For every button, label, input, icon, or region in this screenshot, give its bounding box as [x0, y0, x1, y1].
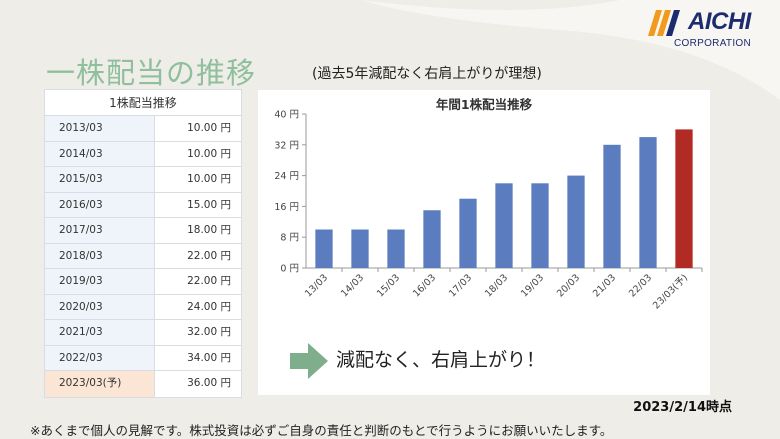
y-tick-label: 40 円 — [274, 110, 299, 121]
table-row: 2021/03 32.00 円 — [45, 320, 241, 346]
table-row: 2016/03 15.00 円 — [45, 192, 241, 218]
table-value-cell: 24.00 円 — [187, 300, 231, 313]
table-value-cell: 22.00 円 — [187, 249, 231, 262]
table-value-cell: 34.00 円 — [187, 351, 231, 364]
table-year-cell: 2020/03 — [45, 294, 155, 319]
table-row: 2020/03 24.00 円 — [45, 294, 241, 320]
table-value-cell: 10.00 円 — [187, 122, 231, 134]
table-value-cell: 10.00 円 — [187, 173, 231, 185]
logo-stripes-icon — [648, 10, 680, 36]
x-tick-label: 15/03 — [375, 272, 402, 299]
bar — [315, 229, 333, 268]
x-tick-label: 21/03 — [591, 272, 618, 299]
table-value-cell: 32.00 円 — [187, 326, 231, 338]
table-row: 2015/03 10.00 円 — [45, 167, 241, 193]
table-row: 2017/03 18.00 円 — [45, 218, 241, 244]
bar — [603, 144, 621, 268]
table-row: 2014/03 10.00 円 — [45, 141, 241, 167]
y-tick-label: 0 円 — [280, 264, 299, 275]
table-year-cell: 2021/03 — [45, 320, 155, 345]
x-tick-label: 23/03(予) — [651, 272, 690, 311]
table-value-cell: 10.00 円 — [187, 147, 231, 160]
y-tick-label: 24 円 — [274, 171, 299, 182]
y-tick-label: 8 円 — [280, 233, 299, 244]
table-row: 2023/03(予) 36.00 円 — [45, 371, 241, 397]
disclaimer-text: ※あくまで個人の見解です。株式投資は必ずご自身の責任と判断のもとで行うようにお願… — [30, 423, 613, 438]
bar — [531, 183, 549, 268]
x-tick-label: 13/03 — [303, 272, 330, 299]
bar — [495, 183, 513, 268]
bar — [639, 137, 657, 268]
table-header: 1株配当推移 — [45, 90, 241, 116]
table-year-cell: 2014/03 — [45, 141, 155, 166]
y-tick-label: 16 円 — [274, 202, 299, 213]
table-year-cell: 2013/03 — [45, 116, 155, 141]
y-tick-label: 32 円 — [274, 140, 299, 151]
x-tick-label: 19/03 — [519, 272, 546, 299]
table-value-cell: 22.00 円 — [187, 275, 231, 287]
table-year-cell: 2022/03 — [45, 345, 155, 370]
table-value-cell: 36.00 円 — [187, 377, 231, 389]
table-value-cell: 18.00 円 — [187, 224, 231, 236]
logo-name: AICHI — [688, 8, 751, 35]
bar — [567, 175, 585, 268]
as-of-date: 2023/2/14時点 — [633, 400, 732, 415]
right-arrow-icon — [290, 343, 328, 379]
bar — [423, 210, 441, 268]
callout-text: 減配なく、右肩上がり！ — [336, 349, 546, 371]
x-tick-label: 16/03 — [411, 272, 438, 299]
table-year-cell: 2015/03 — [45, 167, 155, 192]
table-year-cell: 2023/03(予) — [45, 371, 155, 397]
x-tick-label: 22/03 — [627, 272, 654, 299]
company-logo: AICHI CORPORATION — [648, 8, 758, 52]
chart-svg: 0 円 8 円 16 円 24 円 32 円 40 円 13/03 14/03 15/03 16/… — [274, 110, 703, 311]
logo-subtitle: CORPORATION — [674, 38, 752, 49]
bar — [459, 198, 477, 268]
table-row: 2013/03 10.00 円 — [45, 116, 241, 142]
table-year-cell: 2018/03 — [45, 243, 155, 268]
dividend-table: 1株配当推移 2013/03 10.00 円 2014/03 10.00 円 2015/… — [44, 89, 242, 398]
page-subtitle: (過去5年減配なく右肩上がりが理想) — [312, 66, 542, 82]
x-tick-label: 18/03 — [483, 272, 510, 299]
table-value-cell: 15.00 円 — [187, 198, 231, 211]
chart-title: 年間1株配当推移 — [435, 97, 533, 112]
table-year-cell: 2016/03 — [45, 192, 155, 217]
bar — [675, 129, 693, 268]
table-year-cell: 2017/03 — [45, 218, 155, 243]
table-year-cell: 2019/03 — [45, 269, 155, 294]
x-tick-label: 17/03 — [447, 272, 474, 299]
page-title: 一株配当の推移 — [46, 56, 257, 90]
table-row: 2022/03 34.00 円 — [45, 345, 241, 371]
table-row: 2019/03 22.00 円 — [45, 269, 241, 295]
bar — [351, 229, 369, 268]
x-tick-label: 20/03 — [555, 272, 582, 299]
dividend-chart: 年間1株配当推移 0 円 8 円 16 円 24 円 32 円 40 円 13/03 14/0… — [258, 90, 710, 395]
bar — [387, 229, 405, 268]
table-body: 2013/03 10.00 円 2014/03 10.00 円 2015/03 10.00… — [45, 116, 241, 397]
x-tick-label: 14/03 — [339, 272, 366, 299]
table-row: 2018/03 22.00 円 — [45, 243, 241, 269]
